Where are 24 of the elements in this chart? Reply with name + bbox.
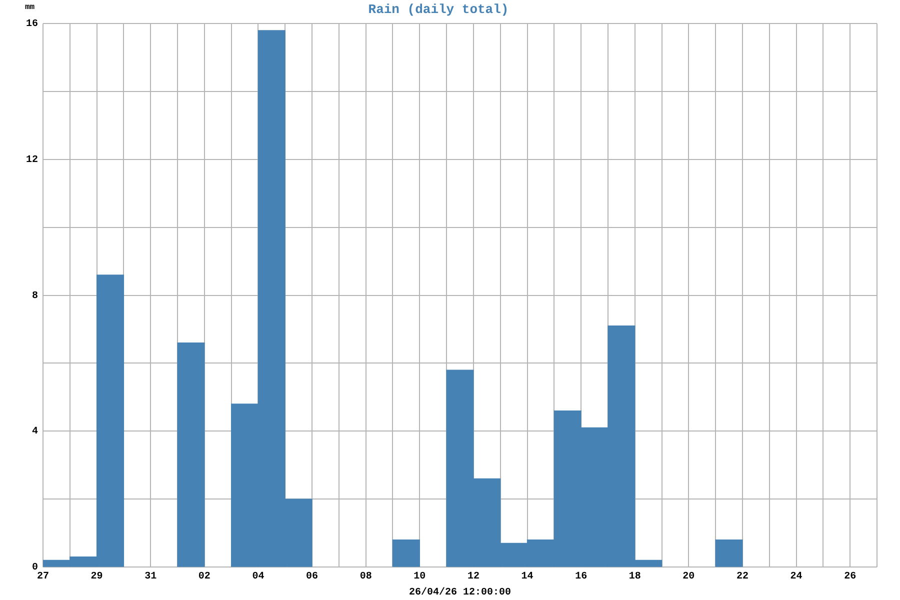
x-axis-title: 26/04/26 12:00:00 — [408, 586, 512, 599]
x-tick-label: 18 — [628, 572, 641, 583]
x-tick-label: 14 — [521, 572, 534, 583]
y-tick-label: 12 — [26, 154, 38, 166]
x-tick-label: 12 — [467, 572, 480, 583]
y-tick-label: 4 — [32, 426, 38, 438]
y-tick-label: 16 — [26, 19, 38, 30]
y-axis-title: mm — [25, 3, 35, 12]
x-tick-label: 08 — [360, 572, 372, 583]
x-tick-label: 29 — [90, 572, 103, 583]
x-tick-label: 10 — [414, 572, 426, 583]
x-tick-label: 04 — [252, 572, 264, 583]
x-tick-label: 31 — [144, 572, 157, 583]
x-tick-label: 16 — [575, 572, 588, 583]
x-tick-label: 06 — [306, 572, 318, 583]
y-tick-label: 0 — [32, 562, 38, 574]
x-tick-label: 27 — [36, 572, 50, 583]
y-tick-label: 8 — [32, 290, 38, 302]
x-tick-label: 02 — [198, 572, 210, 583]
x-tick-label: 26 — [844, 572, 856, 583]
x-tick-label: 20 — [682, 572, 695, 583]
x-tick-label: 22 — [736, 572, 748, 583]
chart-title: Rain (daily total) — [368, 2, 509, 18]
x-tick-label: 24 — [790, 572, 802, 583]
